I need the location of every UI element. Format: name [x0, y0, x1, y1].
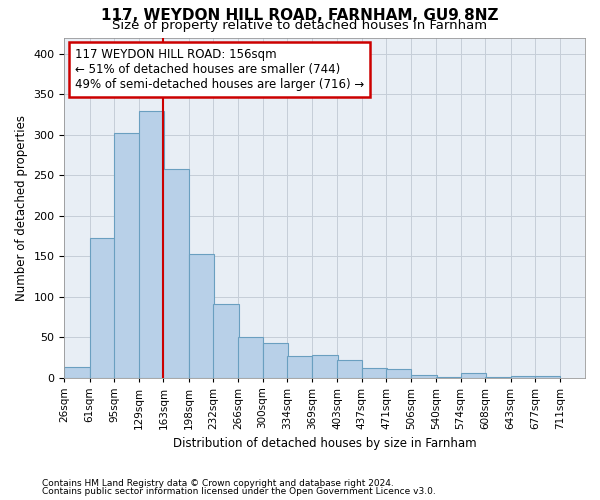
Bar [163, 168, 189, 378]
Bar [535, 376, 560, 378]
Bar [362, 368, 387, 378]
Bar [214, 304, 239, 378]
Text: Contains public sector information licensed under the Open Government Licence v3: Contains public sector information licen… [42, 487, 436, 496]
Bar [287, 356, 313, 378]
Bar [337, 360, 362, 378]
Text: 117, WEYDON HILL ROAD, FARNHAM, GU9 8NZ: 117, WEYDON HILL ROAD, FARNHAM, GU9 8NZ [101, 8, 499, 22]
Bar [461, 374, 486, 378]
Bar [189, 254, 214, 378]
Bar [139, 111, 164, 378]
Bar [263, 342, 288, 378]
Bar [386, 368, 412, 378]
Bar [412, 375, 437, 378]
Bar [114, 133, 140, 378]
Bar [436, 376, 461, 378]
Text: Size of property relative to detached houses in Farnham: Size of property relative to detached ho… [112, 18, 488, 32]
Text: Contains HM Land Registry data © Crown copyright and database right 2024.: Contains HM Land Registry data © Crown c… [42, 478, 394, 488]
X-axis label: Distribution of detached houses by size in Farnham: Distribution of detached houses by size … [173, 437, 476, 450]
Bar [485, 376, 511, 378]
Bar [313, 355, 338, 378]
Bar [238, 337, 263, 378]
Bar [64, 367, 90, 378]
Bar [90, 238, 115, 378]
Bar [511, 376, 536, 378]
Text: 117 WEYDON HILL ROAD: 156sqm
← 51% of detached houses are smaller (744)
49% of s: 117 WEYDON HILL ROAD: 156sqm ← 51% of de… [75, 48, 364, 90]
Y-axis label: Number of detached properties: Number of detached properties [15, 114, 28, 300]
